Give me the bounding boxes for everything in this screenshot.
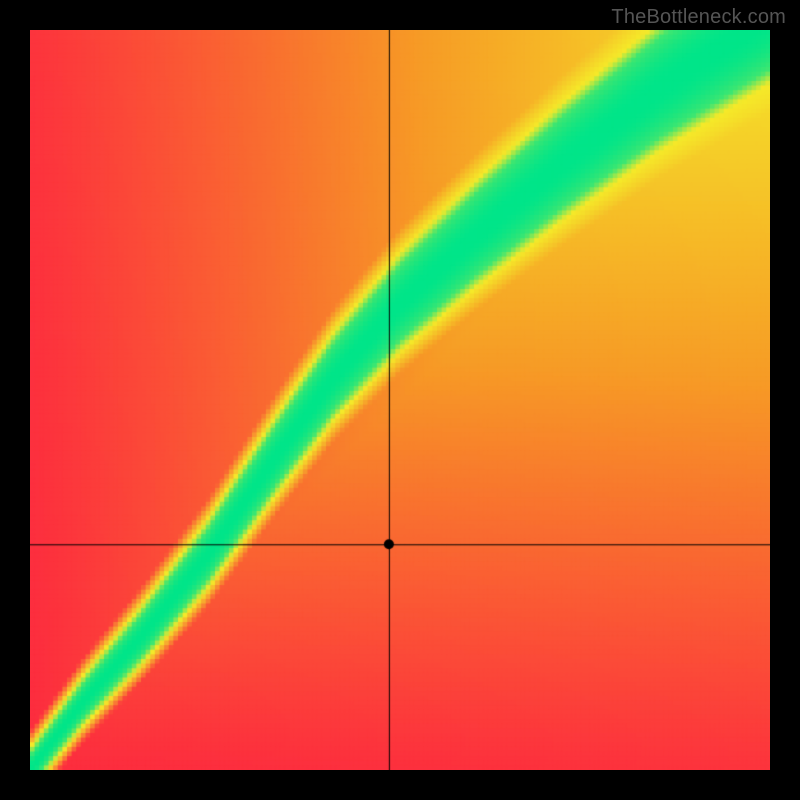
watermark-text: TheBottleneck.com bbox=[611, 6, 786, 29]
chart-container: TheBottleneck.com bbox=[0, 0, 800, 800]
bottleneck-heatmap bbox=[30, 30, 770, 770]
